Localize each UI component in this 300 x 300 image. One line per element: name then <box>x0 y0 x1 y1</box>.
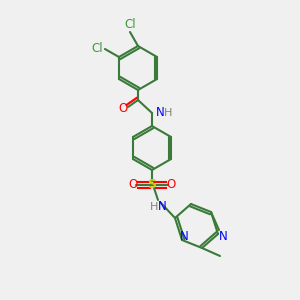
Text: O: O <box>118 103 127 116</box>
Text: N: N <box>158 200 166 214</box>
Text: S: S <box>148 178 157 191</box>
Text: O: O <box>128 178 138 191</box>
Text: Cl: Cl <box>124 17 136 31</box>
Text: N: N <box>180 230 188 242</box>
Text: O: O <box>167 178 176 191</box>
Text: N: N <box>219 230 227 242</box>
Text: Cl: Cl <box>91 43 103 56</box>
Text: N: N <box>156 106 164 119</box>
Text: H: H <box>164 108 172 118</box>
Text: H: H <box>150 202 158 212</box>
